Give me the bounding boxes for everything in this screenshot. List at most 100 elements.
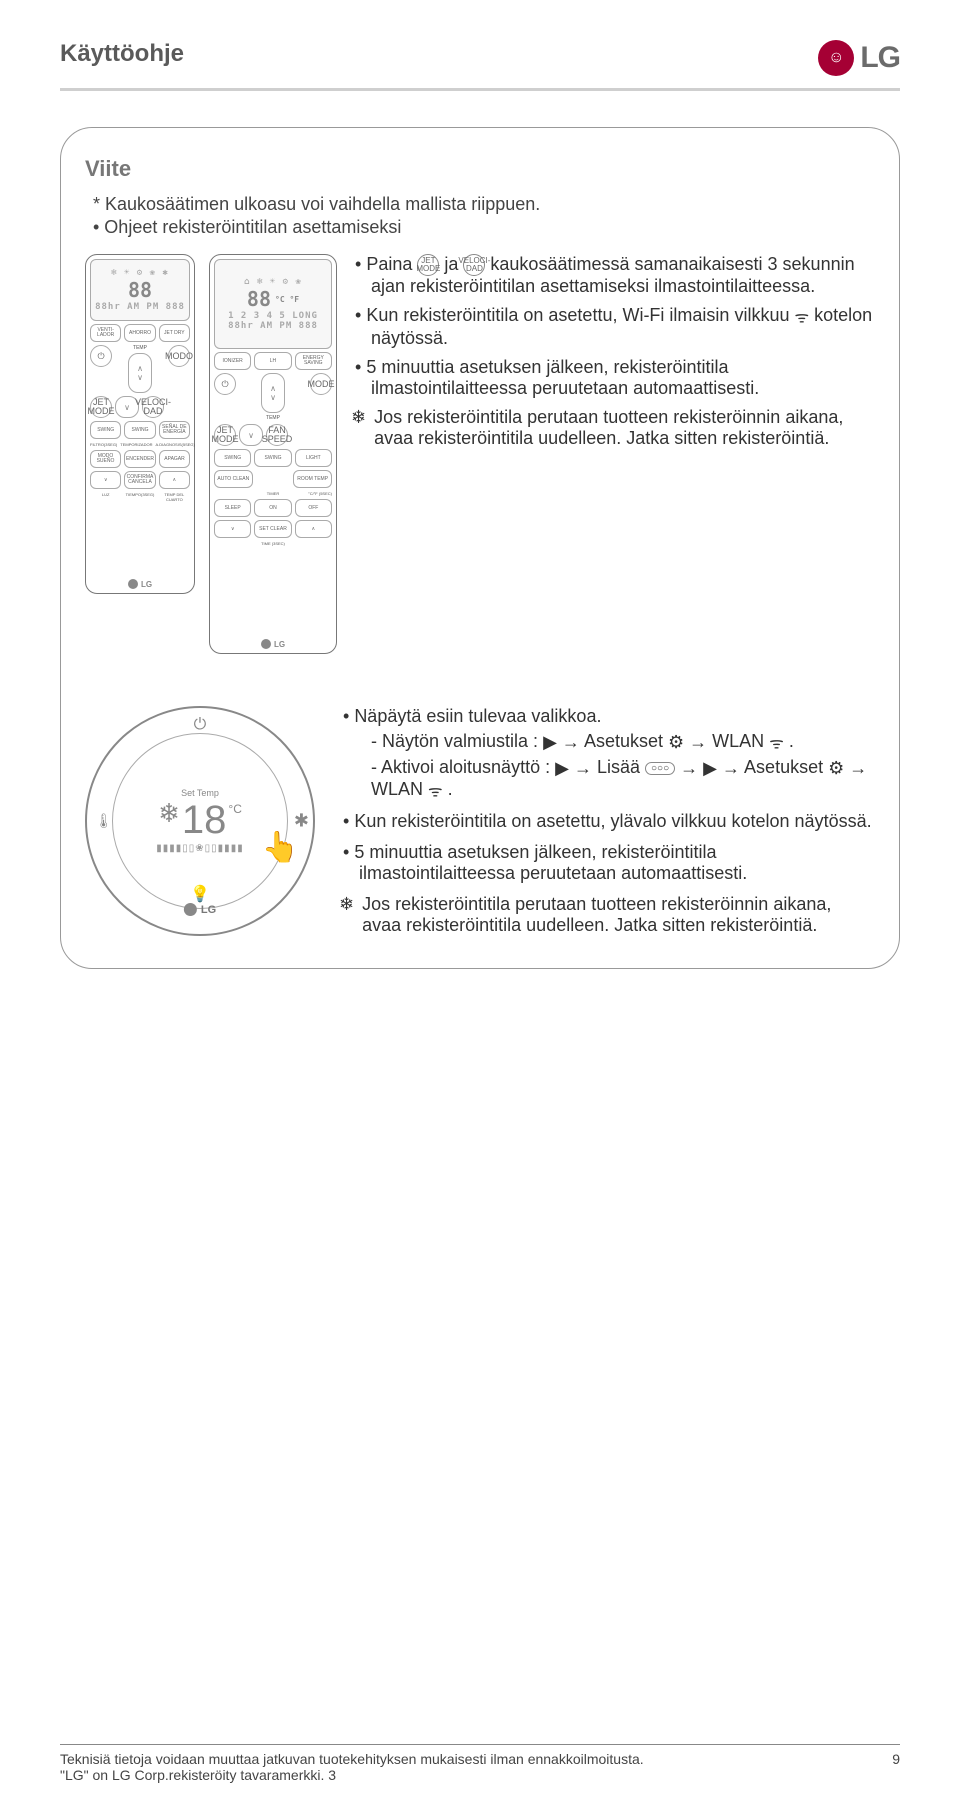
btn-swing-a2[interactable]: SWING	[124, 421, 155, 439]
btn-power-b[interactable]: ⏻	[214, 373, 236, 395]
remote-b-lcd-cf: °C °F	[275, 295, 299, 304]
gear-icon: ⚙	[828, 758, 844, 778]
info-card: Viite * Kaukosäätimen ulkoasu voi vaihde…	[60, 127, 900, 969]
label-temp-b: TEMP	[266, 415, 280, 421]
remote-b-lcd-speed: 1 2 3 4 5 LONG	[228, 311, 318, 321]
remote-a-lg-logo: LG	[90, 579, 190, 589]
temp-bar: ▮▮▮▮▯▯❀▯▯▮▮▮▮	[156, 843, 243, 854]
s2-star-note: ❄ Jos rekisteröintitila perutaan tuottee…	[339, 894, 875, 936]
remote-b-lg-logo: LG	[214, 639, 332, 649]
btn-swing-b2[interactable]: SWING	[254, 449, 291, 467]
label-adiag: A.DIAGNOSIS(5SEG)	[156, 442, 195, 447]
s2-bullet-3: 5 minuuttia asetuksen jälkeen, rekisterö…	[359, 842, 875, 884]
btn-velocidad[interactable]: VELOCI-DAD	[142, 396, 164, 418]
btn-fanspeed[interactable]: FAN SPEED	[266, 424, 288, 446]
velocidad-icon: VELOCI-DAD	[463, 254, 485, 276]
wifi-icon: ᯤ	[794, 310, 809, 327]
btn-jetmode-b[interactable]: JET MODE	[214, 424, 236, 446]
btn-power-a[interactable]: ⏻	[90, 345, 112, 367]
intro-note-star: * Kaukosäätimen ulkoasu voi vaihdella ma…	[85, 194, 875, 215]
btn-ionizer[interactable]: IONIZER	[214, 352, 251, 370]
btn-lh[interactable]: LH	[254, 352, 291, 370]
temp-unit: °C	[228, 802, 241, 816]
btn-senal[interactable]: SEÑAL DE ENERGÍA	[159, 421, 190, 439]
btn-light[interactable]: LIGHT	[295, 449, 332, 467]
arrow-icon: →	[849, 758, 867, 778]
btn-ventilador[interactable]: VENTI-LADOR	[90, 324, 121, 342]
s1-bullet-2: Kun rekisteröintitila on asetettu, Wi-Fi…	[371, 305, 875, 348]
btn-swing-a1[interactable]: SWING	[90, 421, 121, 439]
label-cf5sec: °C/°F (5SEC)	[295, 491, 332, 496]
s1-star-note: ❄ Jos rekisteröintitila perutaan tuottee…	[351, 407, 875, 449]
btn-down-a[interactable]: ∨	[90, 471, 121, 489]
btn-down-b[interactable]: ∨	[214, 520, 251, 538]
remote-b-lcd-sub: 88hr AM PM 888	[228, 321, 318, 331]
remote-a-illustration: ❄ ☀ ⚙ ❀ ✱ 88 88hr AM PM 888 VENTI-LADOR …	[85, 254, 195, 594]
label-temporizador: TEMPORIZADOR	[120, 442, 152, 447]
footer-line2: "LG" on LG Corp.rekisteröity tavaramerkk…	[60, 1767, 644, 1783]
label-luz: LUZ	[90, 492, 121, 502]
gear-icon: ⚙	[668, 732, 684, 752]
btn-off[interactable]: OFF	[295, 499, 332, 517]
btn-autoclean[interactable]: AUTO CLEAN	[214, 470, 253, 488]
s2-dash-1: - Näytön valmiustila : ▶ → Asetukset ⚙ →…	[359, 731, 875, 753]
s2-bullet-1: Näpäytä esiin tulevaa valikkoa. - Näytön…	[359, 706, 875, 801]
remote-b-illustration: ⌂ ❄ ☀ ⚙ ❀ 88 °C °F 1 2 3 4 5 LONG 88hr A…	[209, 254, 337, 654]
btn-sleep[interactable]: SLEEP	[214, 499, 251, 517]
btn-temp-updown-a[interactable]: ∧∨	[128, 353, 152, 393]
label-temp-a: TEMP	[133, 345, 147, 351]
btn-up-a[interactable]: ∧	[159, 471, 190, 489]
btn-up-b[interactable]: ∧	[295, 520, 332, 538]
more-icon: ○○○	[645, 762, 675, 775]
round-power-icon[interactable]: ⏻	[194, 716, 207, 734]
s2-bullet-2: Kun rekisteröintitila on asetettu, yläva…	[359, 811, 875, 832]
arrow-icon: →	[680, 758, 698, 778]
btn-mode-b[interactable]: MODE	[310, 373, 332, 395]
label-filtro: FILTRO(3SEG)	[90, 442, 117, 447]
round-remote-illustration: ⏻ 🌡 ✱ Set Temp ❄ 18 °C ▮▮▮▮▯▯❀▯▯▮▮▮▮	[85, 706, 315, 936]
btn-setclear[interactable]: SET CLEAR	[254, 520, 291, 538]
footer-text: Teknisiä tietoja voidaan muuttaa jatkuva…	[60, 1751, 644, 1783]
round-bulb-icon[interactable]: 💡	[190, 884, 210, 904]
header-title: Käyttöohje	[60, 40, 184, 68]
label-tiempo: TIEMPO(3SEG)	[124, 492, 155, 502]
btn-roomtemp[interactable]: ROOM TEMP	[293, 470, 332, 488]
lg-logo-text: LG	[860, 41, 900, 75]
round-fan-icon[interactable]: ✱	[294, 811, 309, 832]
btn-apagar[interactable]: APAGAR	[159, 450, 190, 468]
settemp-label: Set Temp	[181, 788, 219, 798]
reference-heading: Viite	[85, 156, 875, 182]
btn-ahorro[interactable]: AHORRO	[124, 324, 155, 342]
lg-logo-face-icon: ☺	[818, 40, 854, 76]
remote-b-lcd-icons: ⌂ ❄ ☀ ⚙ ❀	[244, 277, 302, 287]
remote-a-lcd-sub: 88hr AM PM 888	[95, 302, 185, 312]
btn-encender[interactable]: ENCENDER	[124, 450, 156, 468]
wifi-icon: ᯤ	[428, 783, 443, 800]
arrow-icon: →	[689, 732, 707, 752]
btn-modo[interactable]: MODO	[168, 345, 190, 367]
s1-bullet-1: Paina JET MODE ja VELOCI-DAD kaukosäätim…	[371, 254, 875, 297]
btn-on[interactable]: ON	[254, 499, 291, 517]
snowflake-icon: ❄	[158, 798, 180, 829]
remote-b-lcd-digits: 88	[247, 287, 271, 311]
btn-jetdry[interactable]: JET DRY	[159, 324, 190, 342]
round-therm-icon[interactable]: 🌡	[95, 813, 113, 830]
page-header: Käyttöohje ☺ LG	[60, 40, 900, 84]
btn-temp-updown-b[interactable]: ∧∨	[261, 373, 285, 413]
touch-hand-icon: 👆	[262, 830, 299, 865]
btn-mid-updown-b[interactable]: ∨	[239, 424, 263, 446]
arrow-icon: →	[574, 758, 592, 778]
btn-energy[interactable]: ENERGY SAVING	[295, 352, 332, 370]
footer-divider	[60, 1744, 900, 1745]
footer-line1: Teknisiä tietoja voidaan muuttaa jatkuva…	[60, 1751, 644, 1767]
label-tempcuarto: TEMP DEL CUARTO	[159, 492, 190, 502]
btn-sueno[interactable]: MODO SUEÑO	[90, 450, 121, 468]
section2-bullets: Näpäytä esiin tulevaa valikkoa. - Näytön…	[339, 706, 875, 936]
btn-jetmode-a[interactable]: JET MODE	[90, 396, 112, 418]
btn-swing-b1[interactable]: SWING	[214, 449, 251, 467]
btn-confirma[interactable]: CONFIRMA CANCELA	[124, 471, 155, 489]
label-timer: TIMER	[254, 491, 291, 496]
remote-a-lcd-icons: ❄ ☀ ⚙ ❀ ✱	[111, 268, 169, 278]
round-lg-logo: LG	[184, 903, 216, 916]
play-icon: ▶	[703, 758, 717, 778]
